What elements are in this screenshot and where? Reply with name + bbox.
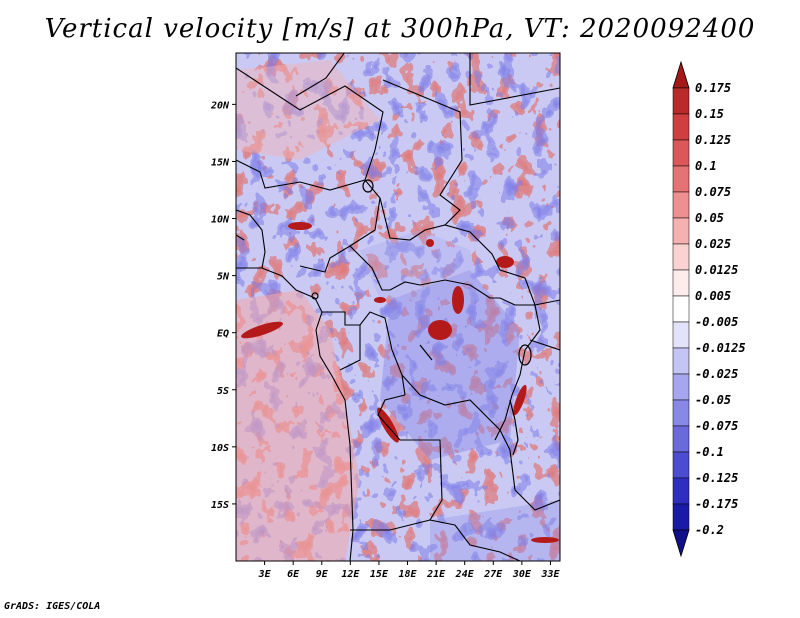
colorbar-swatch bbox=[672, 529, 690, 558]
colorbar-label: -0.175 bbox=[695, 497, 738, 511]
colorbar-swatch bbox=[672, 399, 690, 427]
colorbar-swatch bbox=[672, 477, 690, 505]
colorbar-label: -0.025 bbox=[695, 367, 738, 381]
boundaries bbox=[236, 53, 560, 561]
colorbar-swatch bbox=[672, 321, 690, 349]
lon-tick-label: 15E bbox=[370, 569, 389, 580]
colorbar-label: 0.1 bbox=[695, 159, 717, 173]
colorbar-swatch bbox=[672, 425, 690, 453]
colorbar-label: 0.0125 bbox=[695, 263, 738, 277]
lon-tick-label: 6E bbox=[287, 569, 300, 580]
lat-tick-label: 5S bbox=[217, 386, 229, 397]
colorbar-label: 0.075 bbox=[695, 185, 731, 199]
colorbar-swatch bbox=[672, 373, 690, 401]
colorbar-swatch bbox=[672, 347, 690, 375]
colorbar-label: 0.125 bbox=[695, 133, 731, 147]
colorbar-label: 0.05 bbox=[695, 211, 724, 225]
colorbar-label: -0.075 bbox=[695, 419, 738, 433]
colorbar-swatch bbox=[672, 451, 690, 479]
chart-title: Vertical velocity [m/s] at 300hPa, VT: 2… bbox=[44, 14, 756, 44]
lon-tick-label: 18E bbox=[398, 569, 417, 580]
colorbar-swatch bbox=[672, 165, 690, 193]
region-tints bbox=[236, 60, 560, 561]
colorbar-label: 0.175 bbox=[695, 81, 731, 95]
lon-tick-label: 30E bbox=[512, 569, 532, 580]
lat-tick-label: EQ bbox=[217, 329, 229, 340]
colorbar-label: -0.0125 bbox=[695, 341, 746, 355]
lat-tick-label: 20N bbox=[210, 100, 230, 111]
colorbar-label: -0.125 bbox=[695, 471, 738, 485]
lon-tick-label: 21E bbox=[426, 569, 446, 580]
lat-tick-label: 10S bbox=[211, 443, 229, 454]
lon-tick-label: 33E bbox=[540, 569, 560, 580]
colorbar-swatch bbox=[672, 113, 690, 141]
colorbar-label: 0.025 bbox=[695, 237, 731, 251]
latitude-axis: 20N 15N 10N 5N EQ 5S 10S 15S bbox=[210, 100, 236, 511]
lon-tick-label: 12E bbox=[341, 569, 360, 580]
colorbar-swatch bbox=[672, 139, 690, 167]
colorbar-label: 0.005 bbox=[695, 289, 731, 303]
credit-text: GrADS: IGES/COLA bbox=[4, 601, 101, 612]
lon-tick-label: 3E bbox=[258, 569, 272, 580]
colorbar: 0.175 0.15 0.125 0.1 0.075 0.05 0.025 0.0125 0.0… bbox=[672, 60, 746, 558]
colorbar-swatch bbox=[672, 191, 690, 219]
lon-tick-label: 27E bbox=[483, 569, 503, 580]
colorbar-swatch bbox=[672, 243, 690, 271]
colorbar-label: -0.05 bbox=[695, 393, 731, 407]
lat-tick-label: 5N bbox=[217, 272, 230, 283]
colorbar-swatch bbox=[672, 269, 690, 297]
lon-tick-label: 9E bbox=[316, 569, 329, 580]
colorbar-label: -0.2 bbox=[695, 523, 724, 537]
colorbar-swatch bbox=[672, 87, 690, 115]
map-frame bbox=[235, 52, 561, 562]
colorbar-swatch bbox=[672, 503, 690, 531]
colorbar-label: -0.1 bbox=[695, 445, 724, 459]
lat-tick-label: 15S bbox=[211, 500, 229, 511]
colorbar-swatch bbox=[672, 60, 690, 89]
lakes bbox=[311, 179, 532, 456]
lat-tick-label: 10N bbox=[211, 215, 230, 226]
colorbar-swatch bbox=[672, 217, 690, 245]
lat-tick-label: 15N bbox=[211, 157, 230, 168]
lon-tick-label: 24E bbox=[455, 569, 475, 580]
colorbar-label: -0.005 bbox=[695, 315, 738, 329]
longitude-axis: 3E 6E 9E 12E 15E 18E 21E 24E 27E 30E 33E bbox=[258, 561, 560, 580]
map-area bbox=[236, 53, 560, 561]
convective-cores bbox=[241, 222, 559, 543]
colorbar-label: 0.15 bbox=[695, 107, 724, 121]
colorbar-swatch bbox=[672, 295, 690, 323]
